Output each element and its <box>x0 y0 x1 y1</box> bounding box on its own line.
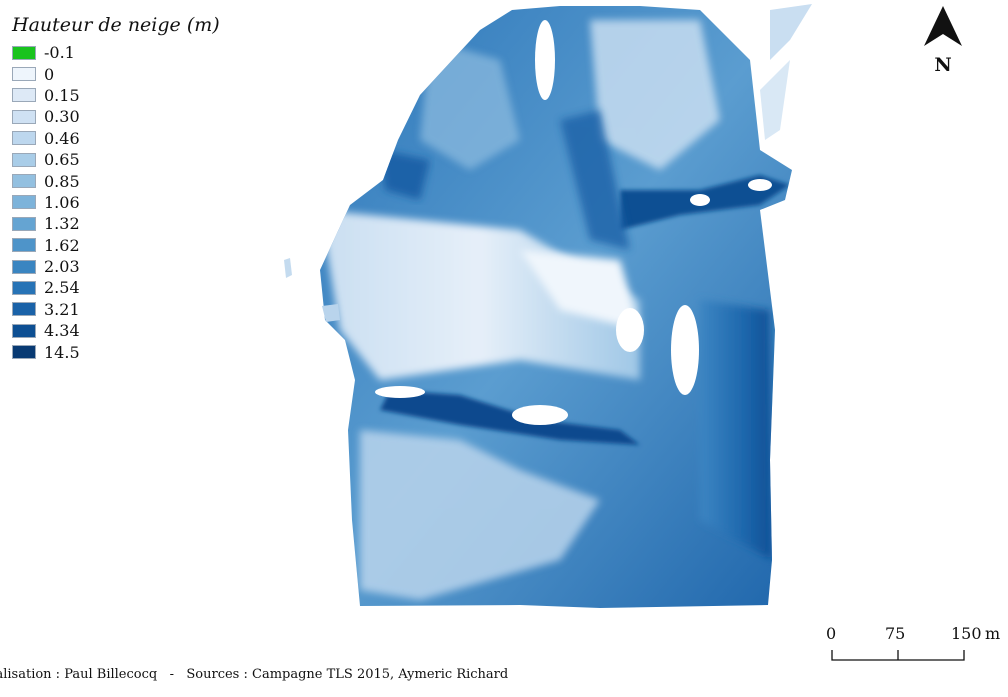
legend-item: 0.30 <box>12 106 220 127</box>
legend-swatch <box>12 109 36 124</box>
legend-item: 0.46 <box>12 128 220 149</box>
legend: Hauteur de neige (m) -0.1 0 0.15 0.30 0.46 0.… <box>12 14 220 363</box>
legend-label: 1.06 <box>44 192 80 212</box>
legend-item: 1.06 <box>12 192 220 213</box>
legend-item: 4.34 <box>12 320 220 341</box>
legend-swatch <box>12 174 36 189</box>
legend-item: 1.32 <box>12 213 220 234</box>
scale-label-0: 0 <box>826 624 837 643</box>
scale-bar: 0 75 150 m <box>825 624 1005 664</box>
legend-label: 0 <box>44 64 55 84</box>
map-fragment <box>322 304 340 322</box>
legend-label: 0.15 <box>44 85 80 105</box>
map-fragment <box>284 258 292 278</box>
legend-swatch <box>12 88 36 103</box>
legend-label: -0.1 <box>44 43 75 63</box>
legend-swatch <box>12 302 36 317</box>
legend-item: 1.62 <box>12 235 220 256</box>
scale-unit: m <box>985 624 1001 643</box>
legend-swatch <box>12 45 36 60</box>
legend-item: 0.15 <box>12 85 220 106</box>
legend-item: 0 <box>12 63 220 84</box>
snow-depth-raster <box>320 6 792 608</box>
scale-bar-line <box>831 650 965 661</box>
legend-swatch <box>12 131 36 146</box>
legend-label: 4.34 <box>44 321 80 341</box>
legend-swatch <box>12 345 36 360</box>
credits-text: Réalisation : Paul Billecocq - Sources :… <box>0 667 509 682</box>
legend-label: 2.54 <box>44 278 80 298</box>
legend-item: 0.85 <box>12 170 220 191</box>
legend-label: 0.30 <box>44 107 80 127</box>
legend-title: Hauteur de neige (m) <box>12 14 220 36</box>
legend-label: 0.46 <box>44 128 80 148</box>
legend-swatch <box>12 238 36 253</box>
legend-label: 1.62 <box>44 235 80 255</box>
legend-item: -0.1 <box>12 42 220 63</box>
north-label: N <box>934 54 952 76</box>
legend-item: 3.21 <box>12 299 220 320</box>
legend-label: 14.5 <box>44 342 80 362</box>
legend-label: 1.32 <box>44 214 80 234</box>
legend-item: 2.03 <box>12 256 220 277</box>
legend-item: 14.5 <box>12 341 220 362</box>
legend-label: 3.21 <box>44 299 80 319</box>
map-fragment <box>770 4 812 60</box>
legend-swatch <box>12 259 36 274</box>
legend-label: 2.03 <box>44 257 80 277</box>
scale-label-75: 75 <box>885 624 906 643</box>
north-arrow: N <box>920 4 966 76</box>
legend-swatch <box>12 195 36 210</box>
legend-swatch <box>12 152 36 167</box>
legend-item: 0.65 <box>12 149 220 170</box>
footer: Réalisation : Paul Billecocq - Sources :… <box>0 667 1008 697</box>
scale-label-150: 150 <box>951 624 982 643</box>
legend-swatch <box>12 280 36 295</box>
legend-label: 0.65 <box>44 150 80 170</box>
legend-item: 2.54 <box>12 277 220 298</box>
legend-swatch <box>12 216 36 231</box>
legend-items: -0.1 0 0.15 0.30 0.46 0.65 0.85 1.06 1.32 1.62 2.0… <box>12 42 220 363</box>
north-arrow-icon <box>924 6 962 46</box>
legend-label: 0.85 <box>44 171 80 191</box>
legend-swatch <box>12 323 36 338</box>
legend-swatch <box>12 67 36 82</box>
map-fragment <box>760 60 790 140</box>
